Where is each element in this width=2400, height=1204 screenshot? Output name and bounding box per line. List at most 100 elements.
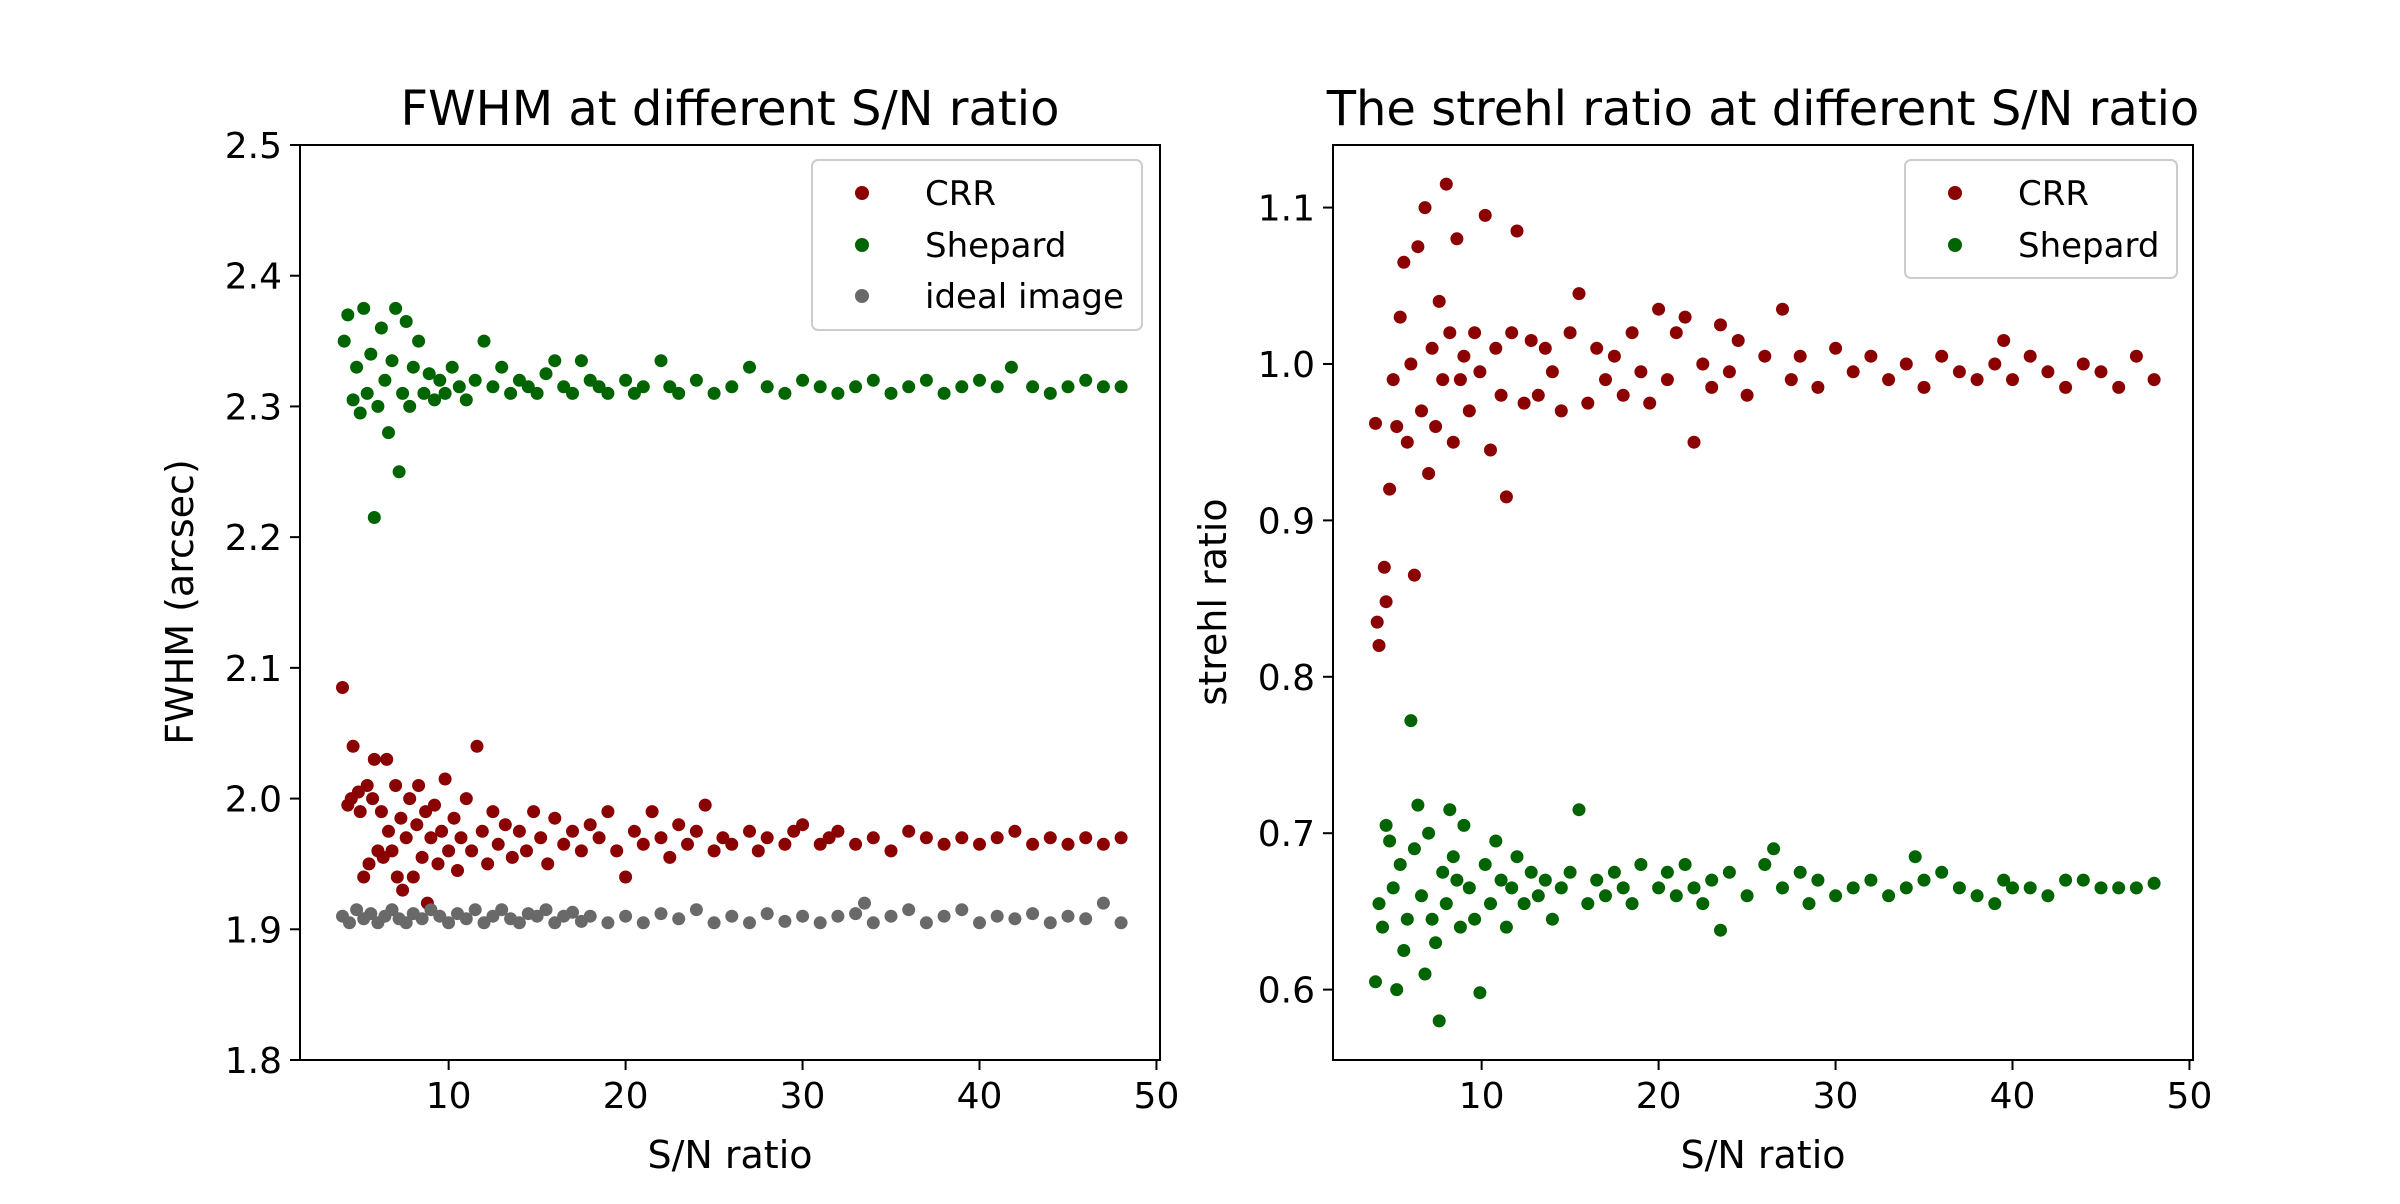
data-point <box>539 903 553 917</box>
series-crr <box>336 681 1128 910</box>
data-point <box>541 857 555 871</box>
data-point <box>1450 232 1464 246</box>
data-point <box>645 805 659 819</box>
data-point <box>504 386 518 400</box>
data-point <box>1489 834 1503 848</box>
data-point <box>1510 224 1524 238</box>
data-point <box>1429 420 1443 433</box>
x-tick-label: 40 <box>957 1076 1003 1117</box>
data-point <box>1393 858 1407 871</box>
data-point <box>1581 897 1595 911</box>
data-point <box>374 321 388 335</box>
data-point <box>778 837 792 851</box>
data-point <box>1377 560 1391 574</box>
data-point <box>1079 831 1093 845</box>
data-point <box>390 870 404 884</box>
data-point <box>566 386 579 400</box>
data-point <box>937 909 951 923</box>
data-point <box>1096 837 1110 851</box>
data-point <box>1432 1014 1446 1028</box>
fwhm-chart: FWHM at different S/N ratio 10 20 30 40 50 1… <box>158 81 1179 1177</box>
data-point <box>707 844 721 858</box>
data-point <box>1096 380 1110 394</box>
y-tick-label: 0.6 <box>1258 971 1315 1012</box>
data-point <box>481 857 495 871</box>
data-point <box>385 354 399 368</box>
data-point <box>583 818 597 832</box>
data-point <box>1545 365 1559 379</box>
data-point <box>495 360 509 374</box>
y-tick-label: 0.8 <box>1258 658 1315 699</box>
data-point <box>1422 467 1436 480</box>
data-point <box>1572 287 1586 301</box>
data-point <box>973 373 986 387</box>
data-point <box>403 399 417 413</box>
data-point <box>1499 490 1513 504</box>
data-point <box>1652 881 1666 895</box>
data-point <box>346 739 360 753</box>
data-point <box>574 354 588 368</box>
data-point <box>378 373 392 387</box>
data-point <box>417 386 431 400</box>
data-point <box>902 380 916 394</box>
legend: CRR Shepard <box>1904 159 2178 279</box>
data-point <box>955 831 969 845</box>
data-point <box>1740 388 1754 402</box>
data-point <box>743 916 756 930</box>
data-point <box>990 909 1004 923</box>
data-point <box>619 373 633 387</box>
data-point <box>583 373 597 387</box>
data-point <box>1114 916 1128 930</box>
data-point <box>548 354 562 368</box>
data-point <box>396 386 410 400</box>
x-tick-label: 40 <box>1990 1076 2036 1117</box>
data-point <box>1446 850 1460 864</box>
data-point <box>1572 803 1586 817</box>
data-point <box>1457 818 1471 832</box>
y-axis-ticks: 0.6 0.7 0.8 0.9 1.0 1.1 <box>1258 189 1333 1012</box>
data-point <box>337 334 351 348</box>
data-point <box>919 831 933 845</box>
data-point <box>1383 834 1397 848</box>
data-point <box>2094 881 2108 895</box>
data-point <box>1407 568 1421 582</box>
data-point <box>1616 388 1630 402</box>
data-point <box>2023 881 2037 895</box>
data-point <box>468 903 482 917</box>
data-point <box>396 883 410 897</box>
data-point <box>491 837 505 851</box>
data-point <box>1376 920 1389 934</box>
data-point <box>2023 349 2037 363</box>
data-point <box>884 909 898 923</box>
data-point <box>1599 889 1612 903</box>
data-point <box>1061 380 1075 394</box>
data-point <box>1473 365 1487 379</box>
data-point <box>428 798 441 812</box>
data-point <box>1400 912 1414 926</box>
data-point <box>459 792 473 806</box>
data-point <box>422 367 436 381</box>
data-point <box>2006 373 2019 387</box>
data-point <box>1784 373 1798 387</box>
data-point <box>973 916 986 930</box>
x-axis-label: S/N ratio <box>647 1133 812 1177</box>
data-point <box>512 916 526 930</box>
data-point <box>1478 208 1492 222</box>
legend: CRR Shepard ideal image <box>811 159 1143 331</box>
y-tick-label: 1.9 <box>225 910 282 951</box>
y-axis-label: strehl ratio <box>1191 498 1235 705</box>
data-point <box>760 907 774 921</box>
legend-marker-ideal-image <box>855 289 869 303</box>
data-point <box>1043 831 1057 845</box>
data-point <box>424 831 438 845</box>
legend-box <box>1904 159 2178 279</box>
legend-box <box>811 159 1143 331</box>
data-point <box>955 380 969 394</box>
data-point <box>468 373 482 387</box>
scatter-points <box>336 301 1128 930</box>
data-point <box>1899 357 1913 371</box>
x-tick-label: 30 <box>780 1076 826 1117</box>
data-point <box>689 824 703 838</box>
plot-frame <box>299 144 1161 1061</box>
data-point <box>1669 326 1683 340</box>
